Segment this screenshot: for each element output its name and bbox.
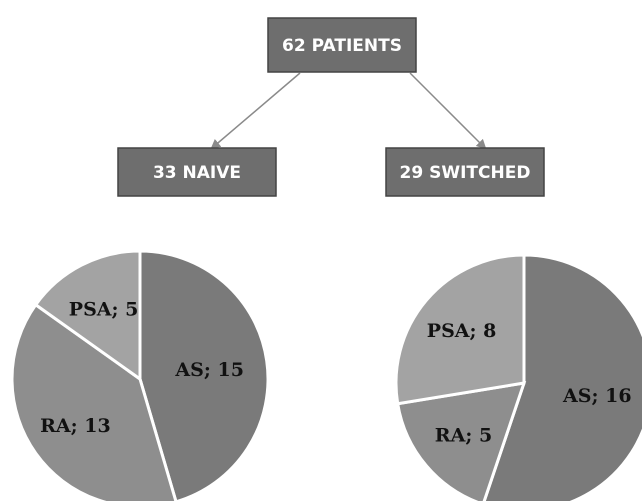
arrow-to-naive: [210, 72, 301, 150]
naive-pie-label-ra: RA; 13: [40, 415, 111, 437]
switched-pie-slice-psa: [394, 253, 526, 406]
naive-box-rect: [117, 147, 277, 197]
naive-pie-label-psa: PSA; 5: [69, 299, 139, 321]
switched-box-rect: [385, 147, 545, 197]
naive-pie-slice-psa: [33, 249, 142, 382]
naive-pie-slice-as: [138, 249, 270, 501]
switched-pie-label-as: AS; 16: [562, 385, 632, 407]
arrow-to-switched: [409, 72, 487, 150]
switched-pie-slice-as: [482, 253, 642, 501]
switched-box: 29 SWITCHED: [385, 147, 545, 197]
switched-pie-chart: AS; 16 RA; 5 PSA; 8: [394, 253, 642, 501]
switched-pie-slice-ra: [395, 381, 527, 501]
switched-pie-label-psa: PSA; 8: [427, 320, 497, 342]
switched-box-label: 29 SWITCHED: [400, 163, 531, 183]
switched-pie-label-ra: RA; 5: [435, 424, 492, 446]
root-box: 62 PATIENTS: [267, 17, 417, 73]
root-box-label: 62 PATIENTS: [282, 36, 402, 56]
naive-pie-chart: AS; 15 RA; 13 PSA; 5: [10, 249, 270, 501]
naive-box-label: 33 NAIVE: [153, 163, 241, 183]
naive-pie-slice-ra: [10, 302, 178, 501]
root-box-rect: [267, 17, 417, 73]
naive-box: 33 NAIVE: [117, 147, 277, 197]
naive-pie-label-as: AS; 15: [174, 359, 244, 381]
